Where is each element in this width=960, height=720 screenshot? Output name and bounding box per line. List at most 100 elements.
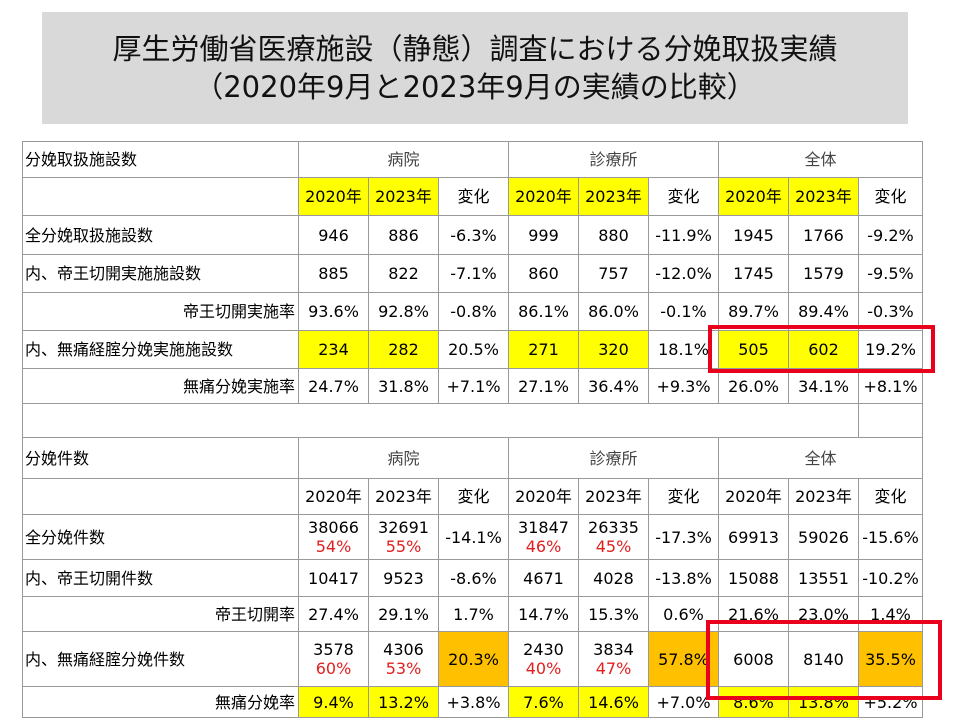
cell-value: 20.3%: [448, 649, 499, 669]
cell-value: 27.1%: [518, 376, 569, 396]
cell: +8.1%: [858, 368, 923, 404]
cell-value: 2430: [523, 640, 564, 659]
table: 分娩取扱施設数 病院 診療所 全体 2020年 2023年 変化 2020年 2023年 変化 20…: [22, 141, 923, 718]
cell: 27.1%: [508, 368, 579, 404]
cell: 4306 53%: [368, 631, 439, 687]
cell-value: 31847: [518, 518, 569, 537]
data-row: 内、無痛経腟分娩件数 3578 60% 4306 53% 20.3% 2430 40% 3834…: [22, 631, 923, 687]
cell: -7.1%: [438, 254, 509, 293]
cell-value: 8140: [803, 649, 844, 669]
cell-value: 885: [318, 264, 349, 283]
group-header: 全体: [718, 141, 923, 178]
cell: [22, 177, 299, 216]
cell-value: +8.1%: [863, 376, 918, 396]
cell: 505: [718, 330, 789, 369]
subheader: 変化: [858, 177, 923, 216]
cell: 35.5%: [858, 631, 923, 687]
cell-value: 602: [808, 340, 839, 359]
cell: 602: [788, 330, 859, 369]
cell: 886: [368, 215, 439, 255]
row-label: 無痛分娩率: [22, 686, 299, 718]
cell-value: 1.7%: [453, 604, 494, 624]
subheader: 2023年: [578, 478, 649, 515]
cell-value: 21.6%: [728, 604, 779, 624]
cell-value: +9.3%: [656, 376, 711, 396]
cell-value: 4306: [383, 640, 424, 659]
cell-value: -10.2%: [862, 568, 919, 588]
cell: -0.3%: [858, 292, 923, 331]
group-header: 診療所: [508, 437, 719, 479]
title-line: 厚生労働省医療施設（静態）調査における分娩取扱実績: [112, 32, 838, 66]
cell-value: 10417: [308, 568, 359, 588]
cell: 20.3%: [438, 631, 509, 687]
cell: +3.8%: [438, 686, 509, 718]
cell-value: -7.1%: [450, 264, 497, 283]
cell: -9.5%: [858, 254, 923, 293]
data-row: 帝王切開実施率 93.6% 92.8% -0.8% 86.1% 86.0% -0.1% 89.…: [22, 292, 923, 331]
subheader-row: 2020年 2023年 変化 2020年 2023年 変化 2020年 2023年 変化: [22, 177, 923, 216]
cell: 271: [508, 330, 579, 369]
cell: 89.7%: [718, 292, 789, 331]
cell: -8.6%: [438, 559, 509, 597]
spacer-row: [22, 403, 923, 438]
cell-value: 4028: [593, 568, 634, 588]
section-title: 分娩取扱施設数: [22, 141, 299, 178]
cell-value: 14.7%: [518, 604, 569, 624]
row-label: 帝王切開率: [22, 596, 299, 632]
subheader: 2020年: [508, 177, 579, 216]
cell: 31.8%: [368, 368, 439, 404]
cell-value: 757: [598, 264, 629, 283]
cell: -15.6%: [858, 514, 923, 560]
cell-value: 89.7%: [728, 302, 779, 321]
data-row: 帝王切開率 27.4% 29.1% 1.7% 14.7% 15.3% 0.6% 21.6% 23…: [22, 596, 923, 632]
cell-value: 92.8%: [378, 302, 429, 321]
cell: 6008: [718, 631, 789, 687]
cell-value: -11.9%: [655, 225, 712, 245]
cell-value: 86.0%: [588, 302, 639, 321]
cell-value: 69913: [728, 527, 779, 547]
cell: 86.1%: [508, 292, 579, 331]
cell: 1.7%: [438, 596, 509, 632]
row-label: 無痛分娩実施率: [22, 368, 299, 404]
subheader: 変化: [438, 478, 509, 515]
cell: -12.0%: [648, 254, 719, 293]
highlight-box: [706, 620, 942, 700]
cell-value: 880: [598, 225, 629, 245]
subheader: 2020年: [718, 478, 789, 515]
cell: -13.8%: [648, 559, 719, 597]
cell-value: 282: [388, 340, 419, 359]
row-label: 全分娩件数: [22, 514, 299, 560]
cell: 36.4%: [578, 368, 649, 404]
group-row: 分娩取扱施設数 病院 診療所 全体: [22, 141, 923, 178]
cell-value: 36.4%: [588, 376, 639, 396]
cell-value: 3578: [313, 640, 354, 659]
cell-value: 1579: [803, 264, 844, 283]
cell-value: 4671: [523, 568, 564, 588]
cell: 8140: [788, 631, 859, 687]
cell-value: 26335: [588, 518, 639, 537]
cell-value: 20.5%: [448, 340, 499, 359]
cell-share: 54%: [315, 537, 352, 556]
cell-value: 271: [528, 340, 559, 359]
cell: 34.1%: [788, 368, 859, 404]
cell: 13551: [788, 559, 859, 597]
cell-value: 35.5%: [865, 649, 916, 669]
cell-value: 31.8%: [378, 376, 429, 396]
cell: 2430 40%: [508, 631, 579, 687]
cell-value: 946: [318, 225, 349, 245]
group-header: 診療所: [508, 141, 719, 178]
cell-value: -12.0%: [655, 264, 712, 283]
cell: [22, 403, 859, 438]
cell: [22, 478, 299, 515]
cell-value: 15.3%: [588, 604, 639, 624]
cell: +9.3%: [648, 368, 719, 404]
cell-value: 860: [528, 264, 559, 283]
cell: 1745: [718, 254, 789, 293]
cell-value: -6.3%: [450, 225, 497, 245]
cell: 29.1%: [368, 596, 439, 632]
cell-value: 13551: [798, 568, 849, 588]
cell-value: 18.1%: [658, 340, 709, 359]
cell: 757: [578, 254, 649, 293]
row-label: 全分娩取扱施設数: [22, 215, 299, 255]
cell: 999: [508, 215, 579, 255]
